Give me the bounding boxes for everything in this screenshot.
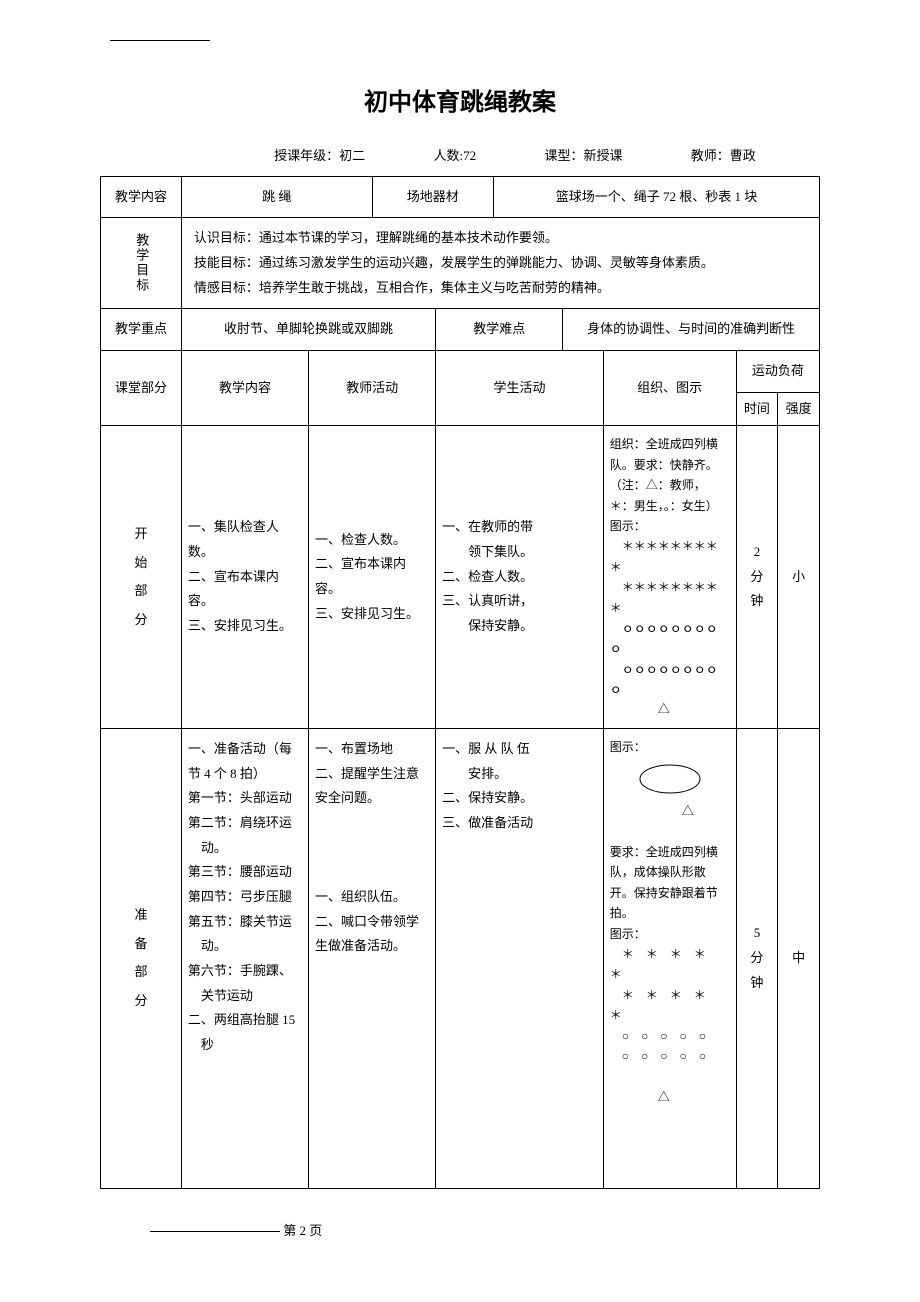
prep-content: 一、准备活动（每节 4 个 8 拍） 第一节：头部运动 第二节：肩绕环运 动。 … bbox=[181, 728, 308, 1188]
prep-time: 5 分 钟 bbox=[736, 728, 778, 1188]
val-content: 跳 绳 bbox=[181, 176, 372, 218]
start-intensity: 小 bbox=[778, 426, 820, 728]
prep-teacher: 一、布置场地 二、提醒学生注意安全问题。 一、组织队伍。 二、喊口令带领学生做准… bbox=[309, 728, 436, 1188]
label-content: 教学内容 bbox=[101, 176, 182, 218]
val-keypoint: 收肘节、单脚轮换跳或双脚跳 bbox=[181, 309, 435, 351]
ellipse-icon bbox=[635, 761, 705, 797]
start-org: 组织：全班成四列横队。要求：快静齐。（注：△：教师，＊：男生，。：女生） 图示：… bbox=[603, 426, 736, 728]
footer-rule bbox=[150, 1231, 280, 1232]
label-objectives: 教学目标 bbox=[101, 218, 182, 309]
start-student: 一、在教师的带 领下集队。 二、检查人数。 三、认真听讲， 保持安静。 bbox=[436, 426, 604, 728]
lesson-table: 教学内容 跳 绳 场地器材 篮球场一个、绳子 72 根、秒表 1 块 教学目标 … bbox=[100, 176, 820, 1189]
label-start: 开 始 部 分 bbox=[101, 426, 182, 728]
label-prep: 准 备 部 分 bbox=[101, 728, 182, 1188]
start-content: 一、集队检查人数。 二、宣布本课内容。 三、安排见习生。 bbox=[181, 426, 308, 728]
row-section-prep: 准 备 部 分 一、准备活动（每节 4 个 8 拍） 第一节：头部运动 第二节：… bbox=[101, 728, 820, 1188]
meta-teacher: 教师：曹政 bbox=[691, 144, 756, 167]
row-section-start: 开 始 部 分 一、集队检查人数。 二、宣布本课内容。 三、安排见习生。 一、检… bbox=[101, 426, 820, 728]
hdr-load: 运动负荷 bbox=[736, 351, 819, 393]
row-content: 教学内容 跳 绳 场地器材 篮球场一个、绳子 72 根、秒表 1 块 bbox=[101, 176, 820, 218]
meta-count: 人数:72 bbox=[434, 144, 477, 167]
label-equipment: 场地器材 bbox=[372, 176, 493, 218]
row-headers-1: 课堂部分 教学内容 教师活动 学生活动 组织、图示 运动负荷 bbox=[101, 351, 820, 393]
start-teacher: 一、检查人数。 二、宣布本课内容。 三、安排见习生。 bbox=[309, 426, 436, 728]
prep-student: 一、服 从 队 伍 安排。 二、保持安静。 三、做准备活动 bbox=[436, 728, 604, 1188]
label-keypoint: 教学重点 bbox=[101, 309, 182, 351]
header-rule bbox=[110, 40, 210, 41]
meta-grade: 授课年级：初二 bbox=[274, 144, 365, 167]
meta-row: 授课年级：初二 人数:72 课型：新授课 教师：曹政 bbox=[100, 144, 820, 175]
val-difficulty: 身体的协调性、与时间的准确判断性 bbox=[563, 309, 820, 351]
meta-type: 课型：新授课 bbox=[544, 144, 622, 167]
label-difficulty: 教学难点 bbox=[436, 309, 563, 351]
row-keypoints: 教学重点 收肘节、单脚轮换跳或双脚跳 教学难点 身体的协调性、与时间的准确判断性 bbox=[101, 309, 820, 351]
hdr-section: 课堂部分 bbox=[101, 351, 182, 426]
prep-intensity: 中 bbox=[778, 728, 820, 1188]
hdr-time: 时间 bbox=[736, 392, 778, 426]
start-time: 2 分 钟 bbox=[736, 426, 778, 728]
hdr-student: 学生活动 bbox=[436, 351, 604, 426]
footer: 第 2 页 bbox=[100, 1219, 820, 1242]
val-equipment: 篮球场一个、绳子 72 根、秒表 1 块 bbox=[493, 176, 819, 218]
page-number: 第 2 页 bbox=[283, 1223, 322, 1238]
prep-org: 图示： △ 要求：全班成四列横队，成体操队形散开。保持安静跟着节拍。 图示： ＊… bbox=[603, 728, 736, 1188]
row-objectives: 教学目标 认识目标：通过本节课的学习，理解跳绳的基本技术动作要领。 技能目标：通… bbox=[101, 218, 820, 309]
val-objectives: 认识目标：通过本节课的学习，理解跳绳的基本技术动作要领。 技能目标：通过练习激发… bbox=[181, 218, 819, 309]
hdr-org: 组织、图示 bbox=[603, 351, 736, 426]
hdr-intensity: 强度 bbox=[778, 392, 820, 426]
hdr-content: 教学内容 bbox=[181, 351, 308, 426]
hdr-teacher: 教师活动 bbox=[309, 351, 436, 426]
page-title: 初中体育跳绳教案 bbox=[100, 81, 820, 124]
